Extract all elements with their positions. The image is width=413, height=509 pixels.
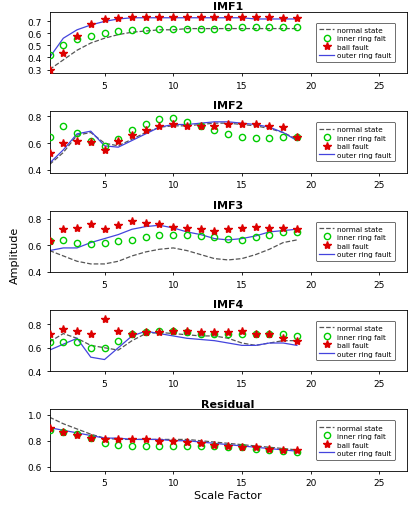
Title: Residual: Residual <box>202 399 255 409</box>
Legend: normal state, inner ring falt, ball fault, outer ring fault: normal state, inner ring falt, ball faul… <box>316 123 395 162</box>
Legend: normal state, inner ring falt, ball fault, outer ring fault: normal state, inner ring falt, ball faul… <box>316 420 395 460</box>
Legend: normal state, inner ring falt, ball fault, outer ring fault: normal state, inner ring falt, ball faul… <box>316 24 395 63</box>
Title: IMF2: IMF2 <box>213 101 243 111</box>
X-axis label: Scale Factor: Scale Factor <box>194 490 262 500</box>
Legend: normal state, inner ring falt, ball fault, outer ring fault: normal state, inner ring falt, ball faul… <box>316 321 395 360</box>
Legend: normal state, inner ring falt, ball fault, outer ring fault: normal state, inner ring falt, ball faul… <box>316 222 395 261</box>
Title: IMF1: IMF1 <box>213 2 243 12</box>
Text: Amplitude: Amplitude <box>10 226 20 283</box>
Title: IMF4: IMF4 <box>213 300 243 309</box>
Title: IMF3: IMF3 <box>213 201 243 210</box>
